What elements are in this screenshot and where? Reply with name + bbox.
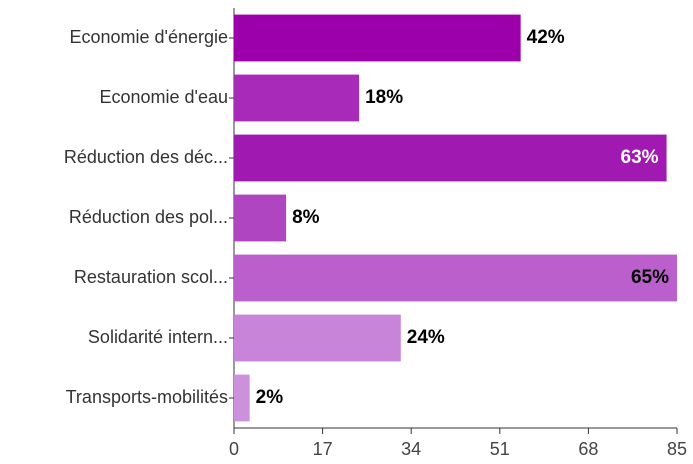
category-label: Economie d'eau — [99, 87, 228, 107]
bar — [234, 74, 360, 122]
x-tick-label: 68 — [578, 439, 598, 459]
category-label: Transports-mobilités — [66, 387, 228, 407]
value-label: 8% — [292, 207, 320, 228]
bar — [234, 254, 677, 302]
bar — [234, 314, 401, 362]
x-tick-label: 51 — [490, 439, 510, 459]
value-label: 24% — [407, 327, 445, 348]
x-tick-label: 85 — [667, 439, 687, 459]
bar — [234, 14, 521, 62]
category-label: Solidarité intern... — [88, 327, 228, 347]
x-tick-label: 34 — [401, 439, 421, 459]
value-label: 65% — [631, 267, 669, 288]
value-label: 2% — [256, 387, 284, 408]
x-tick-label: 17 — [313, 439, 333, 459]
value-label: 63% — [621, 147, 659, 168]
x-tick-label: 0 — [229, 439, 239, 459]
category-label: Réduction des pol... — [69, 207, 228, 227]
value-label: 42% — [527, 27, 565, 48]
bar — [234, 374, 250, 422]
category-label: Restauration scol... — [74, 267, 228, 287]
bar — [234, 134, 667, 182]
value-label: 18% — [365, 87, 403, 108]
category-label: Réduction des déc... — [64, 147, 228, 167]
bar — [234, 194, 287, 242]
category-label: Economie d'énergie — [69, 27, 228, 47]
